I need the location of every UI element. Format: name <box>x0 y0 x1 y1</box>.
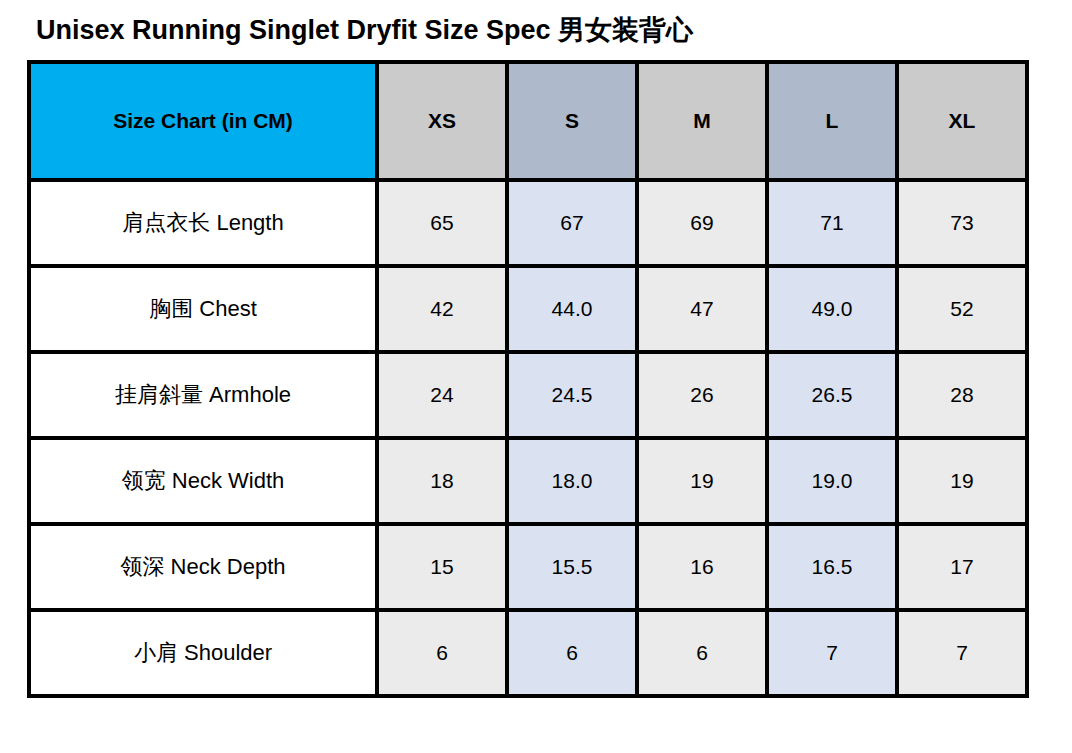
table-row-shoulder: 小肩 Shoulder 6 6 6 7 7 <box>29 610 1027 696</box>
cell-neck-width-xs: 18 <box>377 438 507 524</box>
table-row-armhole: 挂肩斜量 Armhole 24 24.5 26 26.5 28 <box>29 352 1027 438</box>
cell-neck-depth-l: 16.5 <box>767 524 897 610</box>
cell-length-xs: 65 <box>377 180 507 266</box>
header-cell-xl: XL <box>897 62 1027 180</box>
page-title: Unisex Running Singlet Dryfit Size Spec … <box>36 12 693 48</box>
cell-armhole-l: 26.5 <box>767 352 897 438</box>
cell-chest-m: 47 <box>637 266 767 352</box>
cell-length-s: 67 <box>507 180 637 266</box>
table-row-length: 肩点衣长 Length 65 67 69 71 73 <box>29 180 1027 266</box>
cell-shoulder-xs: 6 <box>377 610 507 696</box>
page: Unisex Running Singlet Dryfit Size Spec … <box>0 0 1072 753</box>
header-cell-xs: XS <box>377 62 507 180</box>
cell-neck-width-m: 19 <box>637 438 767 524</box>
cell-neck-depth-xl: 17 <box>897 524 1027 610</box>
size-chart-table: Size Chart (in CM) XS S M L XL 肩点衣长 Leng… <box>27 60 1029 698</box>
cell-chest-xl: 52 <box>897 266 1027 352</box>
cell-neck-width-xl: 19 <box>897 438 1027 524</box>
cell-shoulder-s: 6 <box>507 610 637 696</box>
cell-neck-width-l: 19.0 <box>767 438 897 524</box>
cell-neck-depth-s: 15.5 <box>507 524 637 610</box>
header-cell-m: M <box>637 62 767 180</box>
cell-length-l: 71 <box>767 180 897 266</box>
cell-chest-xs: 42 <box>377 266 507 352</box>
cell-armhole-m: 26 <box>637 352 767 438</box>
size-chart-title-cell: Size Chart (in CM) <box>29 62 377 180</box>
row-label-chest: 胸围 Chest <box>29 266 377 352</box>
table-row-chest: 胸围 Chest 42 44.0 47 49.0 52 <box>29 266 1027 352</box>
cell-neck-depth-xs: 15 <box>377 524 507 610</box>
cell-length-m: 69 <box>637 180 767 266</box>
header-cell-s: S <box>507 62 637 180</box>
cell-shoulder-l: 7 <box>767 610 897 696</box>
header-row: Size Chart (in CM) XS S M L XL <box>29 62 1027 180</box>
cell-armhole-xs: 24 <box>377 352 507 438</box>
cell-chest-s: 44.0 <box>507 266 637 352</box>
header-cell-l: L <box>767 62 897 180</box>
table-row-neck-depth: 领深 Neck Depth 15 15.5 16 16.5 17 <box>29 524 1027 610</box>
cell-neck-width-s: 18.0 <box>507 438 637 524</box>
cell-length-xl: 73 <box>897 180 1027 266</box>
cell-neck-depth-m: 16 <box>637 524 767 610</box>
row-label-length: 肩点衣长 Length <box>29 180 377 266</box>
cell-armhole-xl: 28 <box>897 352 1027 438</box>
cell-shoulder-m: 6 <box>637 610 767 696</box>
table-row-neck-width: 领宽 Neck Width 18 18.0 19 19.0 19 <box>29 438 1027 524</box>
cell-shoulder-xl: 7 <box>897 610 1027 696</box>
row-label-neck-width: 领宽 Neck Width <box>29 438 377 524</box>
cell-armhole-s: 24.5 <box>507 352 637 438</box>
row-label-armhole: 挂肩斜量 Armhole <box>29 352 377 438</box>
cell-chest-l: 49.0 <box>767 266 897 352</box>
row-label-shoulder: 小肩 Shoulder <box>29 610 377 696</box>
row-label-neck-depth: 领深 Neck Depth <box>29 524 377 610</box>
